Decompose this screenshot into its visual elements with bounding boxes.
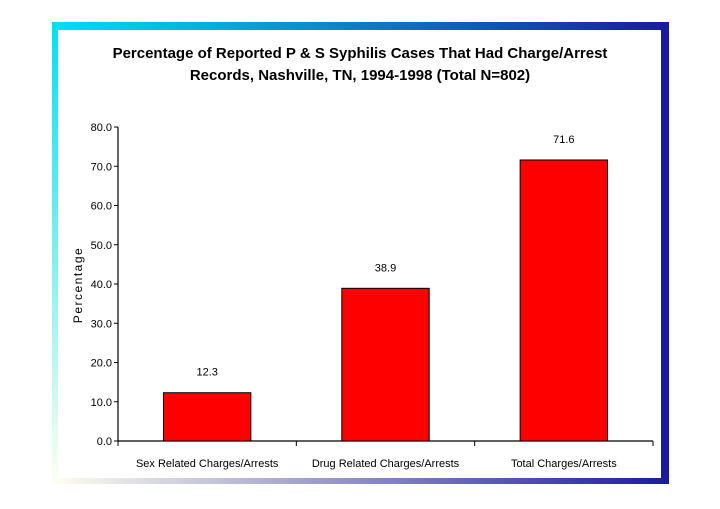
y-tick-label: 40.0 — [91, 279, 112, 291]
labels: 0.0 10.0 20.0 30.0 40.0 50.0 60.0 70.0 80.0 12.3 S… — [91, 122, 618, 470]
data-label-3: 71.6 — [553, 134, 574, 146]
chart-title-line-1: Percentage of Reported P & S Syphilis Ca… — [113, 45, 608, 62]
category-label-2: Drug Related Charges/Arrests — [312, 458, 460, 470]
y-tick-label: 10.0 — [91, 397, 112, 409]
y-tick-label: 20.0 — [91, 358, 112, 370]
y-tick-label: 30.0 — [91, 318, 112, 330]
data-label-1: 12.3 — [196, 367, 217, 379]
frame-top-bar — [52, 22, 669, 30]
y-tick-label: 80.0 — [91, 122, 112, 134]
data-label-2: 38.9 — [375, 262, 396, 274]
y-tick-label: 0.0 — [97, 436, 112, 448]
bar-2 — [341, 287, 430, 442]
y-tick-label: 50.0 — [91, 240, 112, 252]
frame-left-bar — [52, 22, 58, 484]
category-label-3: Total Charges/Arrests — [511, 458, 617, 470]
category-label-1: Sex Related Charges/Arrests — [136, 458, 279, 470]
y-axis-title: Percentage — [71, 247, 85, 323]
bar-3 — [519, 159, 609, 442]
frame-bottom-bar — [52, 478, 669, 484]
bars — [162, 159, 609, 442]
bar-1 — [162, 392, 252, 442]
y-tick-label: 60.0 — [91, 201, 112, 213]
frame-right-bar — [661, 22, 669, 484]
chart-title-line-2: Records, Nashville, TN, 1994-1998 (Total… — [190, 67, 530, 84]
y-tick-label: 70.0 — [91, 161, 112, 173]
